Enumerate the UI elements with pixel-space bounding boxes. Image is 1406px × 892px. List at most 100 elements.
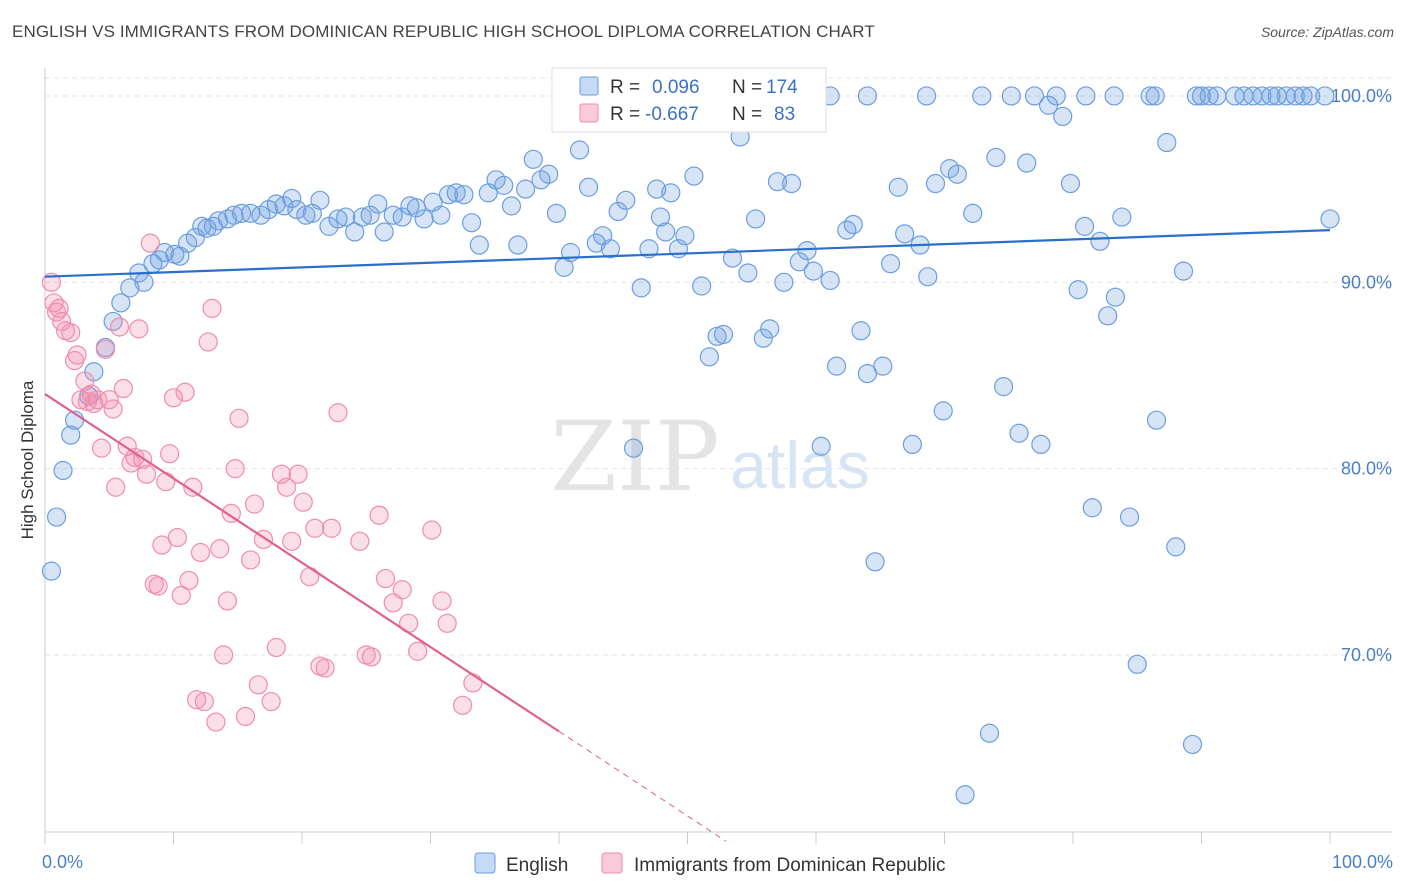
dominican-point [315, 658, 335, 678]
english-point [647, 179, 667, 199]
english-point [1076, 86, 1096, 106]
dominican-point [229, 408, 249, 428]
english-point [955, 785, 975, 805]
dominican-point [453, 695, 473, 715]
english-point [753, 328, 773, 348]
english-point [287, 200, 307, 220]
english-point [857, 364, 878, 384]
dominican-point [217, 591, 238, 611]
english-point [328, 209, 348, 229]
english-point [1182, 734, 1203, 755]
english-point [111, 293, 131, 313]
dominican-point [61, 323, 81, 343]
dominican-point [266, 637, 286, 658]
dominican-point [321, 518, 342, 538]
english-point [282, 188, 302, 209]
y-tick-label: 70.0% [1341, 645, 1392, 665]
english-point [586, 233, 606, 253]
english-point [345, 222, 365, 242]
dominican-trend-extension [558, 730, 727, 842]
english-point [851, 321, 871, 341]
y-tick-label: 80.0% [1341, 459, 1392, 479]
english-point [760, 319, 780, 339]
dominican-point [375, 568, 396, 589]
dominican-point [437, 613, 457, 633]
english-point [53, 460, 73, 481]
dominican-point [125, 447, 145, 468]
english-point [1074, 216, 1095, 236]
dominican-point [41, 272, 62, 292]
english-point [1112, 207, 1132, 227]
english-point [539, 164, 559, 184]
english-point [1068, 280, 1088, 300]
english-points [41, 86, 1340, 805]
english-point [826, 356, 847, 376]
dominican-point [244, 494, 265, 514]
dominican-point [194, 691, 214, 712]
dominican-point [99, 390, 119, 410]
dominican-point [129, 319, 149, 339]
dominican-point [383, 593, 403, 613]
series-legend-english: English [506, 855, 568, 876]
english-point [895, 224, 915, 244]
dominican-point [392, 580, 412, 600]
series-legend-dominican: Immigrants from Dominican Republic [634, 855, 946, 876]
dominican-point [300, 567, 320, 587]
dominican-point [187, 690, 207, 710]
x-tick-label-min: 0.0% [42, 852, 83, 872]
english-point [1046, 86, 1066, 106]
legend-r-label-dominican: R = [610, 104, 640, 125]
english-point [692, 276, 712, 296]
english-point [722, 248, 743, 268]
dominican-point [198, 332, 218, 352]
dominican-point [183, 477, 203, 497]
english-point [374, 222, 394, 242]
series-legend-swatch-english [474, 852, 496, 874]
english-point [310, 190, 330, 210]
dominican-point [361, 647, 381, 667]
english-point [789, 252, 809, 272]
english-point [639, 239, 659, 259]
dominican-point [432, 591, 452, 611]
dominican-point [235, 706, 256, 727]
dominican-point [288, 464, 308, 484]
english-point [197, 218, 217, 238]
english-point [1104, 86, 1124, 106]
english-point [600, 239, 621, 259]
english-point [41, 561, 62, 581]
english-point [1009, 423, 1029, 443]
english-point [569, 140, 590, 160]
dominican-point [167, 527, 187, 548]
english-point [781, 173, 802, 194]
english-point [774, 272, 794, 292]
english-point [446, 183, 466, 203]
dominican-point [293, 492, 313, 512]
english-point [797, 241, 817, 261]
english-point [1267, 86, 1287, 106]
dominican-point [261, 691, 281, 712]
dominican-point [276, 477, 297, 497]
dominican-point [136, 464, 157, 484]
english-point [368, 194, 388, 214]
axes [44, 68, 1392, 844]
english-point [120, 278, 140, 298]
english-point [1145, 86, 1165, 106]
dominican-point [305, 518, 325, 538]
english-point [46, 507, 67, 527]
english-point [1173, 261, 1194, 281]
dominican-point [241, 550, 261, 570]
english-point [820, 270, 840, 291]
english-point [392, 207, 412, 227]
english-point [857, 86, 878, 106]
english-point [1017, 153, 1037, 173]
dominican-point [91, 438, 112, 458]
dominican-point [463, 673, 483, 693]
english-point [767, 172, 788, 192]
dominican-point [221, 503, 241, 523]
english-point [699, 347, 719, 367]
english-point [746, 209, 766, 229]
english-point [1090, 231, 1110, 251]
english-point [1293, 86, 1313, 106]
source-label: Source: ZipAtlas.com [1260, 24, 1394, 40]
watermark-atlas: atlas [730, 428, 869, 502]
